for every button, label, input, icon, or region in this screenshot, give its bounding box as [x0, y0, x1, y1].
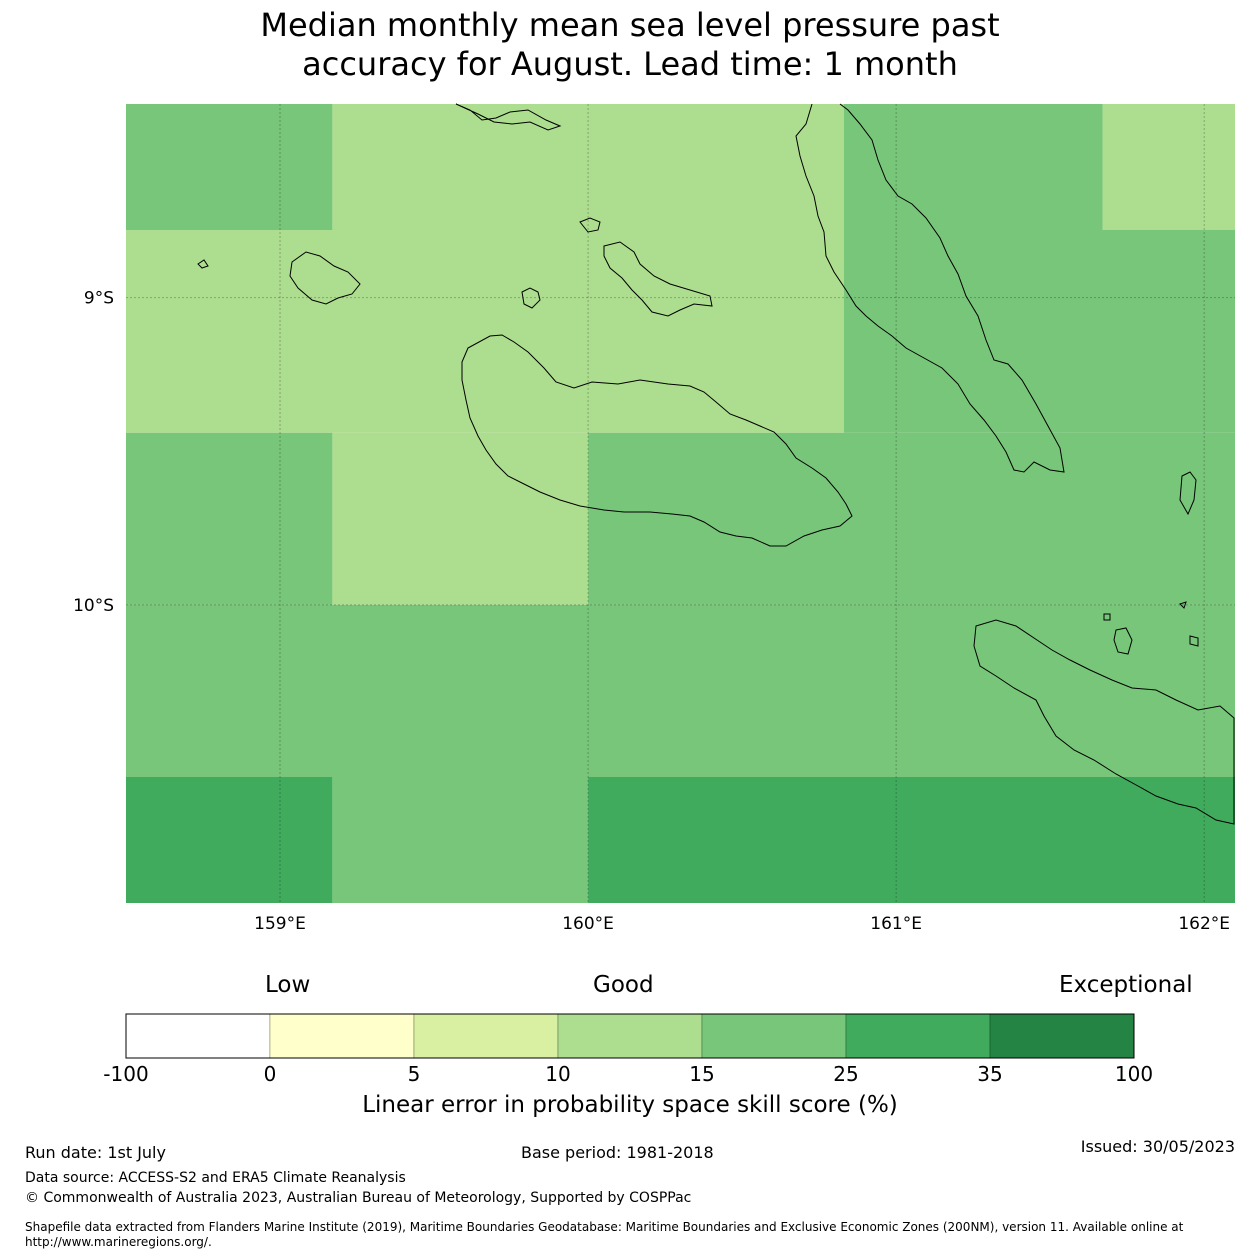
- grid-cell: [332, 104, 844, 230]
- run-date: Run date: 1st July: [25, 1143, 166, 1162]
- colorbar-bin: [845, 1013, 991, 1059]
- colorbar-bin: [269, 1013, 415, 1059]
- copyright: © Commonwealth of Australia 2023, Austra…: [25, 1190, 692, 1206]
- coastline-small-east-4: [1189, 635, 1199, 647]
- coastline-nggela: [603, 241, 713, 317]
- map-title-line-2: accuracy for August. Lead time: 1 month: [302, 45, 958, 83]
- colorbar-tick-label: 25: [833, 1062, 859, 1086]
- colorbar-bin: [557, 1013, 703, 1059]
- lon-tick-label: 159°E: [254, 914, 306, 934]
- grid-cell: [126, 104, 333, 230]
- colorbar-tick-label: 100: [1114, 1062, 1154, 1086]
- grid-cell: [588, 432, 1235, 605]
- lon-tick-label: 160°E: [562, 914, 614, 934]
- coastline-makira: [973, 619, 1235, 825]
- coastline-small-north: [579, 217, 601, 233]
- grid-cell: [1102, 104, 1235, 230]
- lon-tick-label: 161°E: [870, 914, 922, 934]
- coastline-north-fragment: [455, 103, 562, 131]
- coastlines: [197, 103, 1235, 825]
- grid-cell: [843, 229, 1235, 433]
- colorbar-bin: [989, 1013, 1135, 1059]
- coastline-small-east-2: [1103, 613, 1111, 621]
- skill-score-grid: [126, 104, 1235, 903]
- graticule: [126, 104, 1235, 903]
- grid-cell: [126, 432, 333, 605]
- colorbar-tick-label: 10: [545, 1062, 571, 1086]
- coastline-russell-islands: [289, 251, 361, 305]
- colorbar-frame: [125, 1013, 1135, 1059]
- lat-tick-label: 10°S: [73, 596, 114, 616]
- grid-cell: [332, 777, 589, 903]
- lat-tick-label: 9°S: [84, 289, 114, 309]
- coastline-small-east-3: [1179, 601, 1187, 609]
- grid-cell: [332, 432, 589, 605]
- grid-cell: [843, 104, 1103, 230]
- grid-cell: [126, 777, 333, 903]
- axis-tick-labels: 159°E 160°E 161°E 162°E 9°S 10°S: [73, 289, 1230, 934]
- colorbar-tick-label: 35: [977, 1062, 1003, 1086]
- colorbar-label-low: Low: [265, 972, 311, 998]
- colorbar-bin: [413, 1013, 559, 1059]
- coastline-savo: [521, 287, 541, 309]
- coastline-east-islet: [1179, 471, 1197, 516]
- colorbar-title: Linear error in probability space skill …: [362, 1092, 898, 1118]
- coastline-small-east-1: [1113, 627, 1133, 655]
- map-title-line-1: Median monthly mean sea level pressure p…: [260, 6, 1000, 44]
- coastline-malaita: [795, 103, 1065, 473]
- grid-cell: [126, 604, 1235, 778]
- base-period: Base period: 1981-2018: [521, 1143, 714, 1162]
- colorbar-bin: [701, 1013, 847, 1059]
- colorbar-tick-label: -100: [103, 1062, 149, 1086]
- data-source: Data source: ACCESS-S2 and ERA5 Climate …: [25, 1170, 406, 1186]
- colorbar-label-good: Good: [593, 972, 654, 998]
- coastline-small-west: [197, 259, 209, 269]
- grid-cell: [588, 777, 1235, 903]
- grid-cell: [126, 229, 844, 433]
- map-title: Median monthly mean sea level pressure p…: [0, 6, 1260, 84]
- shapefile-credit: Shapefile data extracted from Flanders M…: [25, 1220, 1184, 1249]
- coastline-guadalcanal: [461, 334, 853, 547]
- colorbar-tick-label: 0: [263, 1062, 277, 1086]
- colorbar-label-exceptional: Exceptional: [1059, 972, 1193, 998]
- lon-tick-label: 162°E: [1178, 914, 1230, 934]
- colorbar-bin: [125, 1013, 271, 1059]
- colorbar-tick-label: 15: [689, 1062, 715, 1086]
- colorbar: [125, 1013, 1135, 1059]
- colorbar-tick-label: 5: [407, 1062, 421, 1086]
- map-figure: 159°E 160°E 161°E 162°E 9°S 10°S: [73, 103, 1235, 934]
- issued-date: Issued: 30/05/2023: [1080, 1137, 1235, 1156]
